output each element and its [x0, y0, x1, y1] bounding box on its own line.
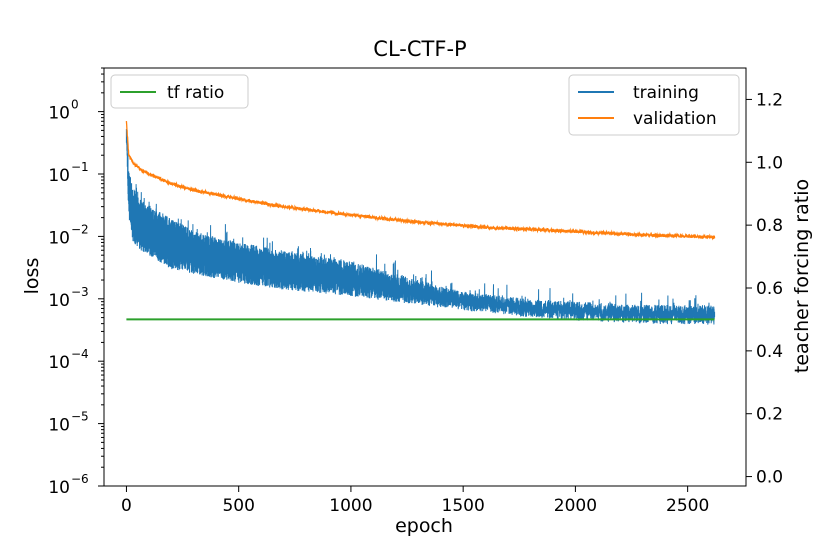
legend-label: tf ratio [167, 83, 224, 103]
y-tick-label: 10 [48, 291, 70, 311]
y2-axis-label: teacher forcing ratio [791, 179, 813, 373]
x-tick-label: 1500 [442, 496, 485, 516]
chart-title: CL-CTF-P [373, 37, 466, 61]
axes-frame [103, 67, 747, 487]
y-axis-label: loss [21, 258, 43, 295]
y2-tick-label: 0.6 [756, 279, 783, 299]
y2-tick-label: 1.0 [756, 153, 783, 173]
y-tick-exponent: 0 [71, 98, 79, 112]
y-tick-label: 10 [48, 353, 70, 373]
y-tick-exponent: −3 [71, 285, 89, 299]
series-line-validation [125, 121, 716, 241]
y-tick-exponent: −5 [71, 410, 89, 424]
y-tick-label: 10 [48, 166, 70, 186]
x-tick-label: 1000 [329, 496, 372, 516]
y2-tick-label: 0.2 [756, 405, 783, 425]
y-tick-label: 10 [48, 104, 70, 124]
y-tick-label: 10 [48, 416, 70, 436]
series-group [125, 121, 716, 325]
x-tick-label: 2000 [554, 496, 597, 516]
y-tick-exponent: −2 [71, 222, 89, 236]
legend-right-box [568, 74, 740, 136]
y2-tick-label: 1.2 [756, 90, 783, 110]
y-tick-label: 10 [48, 478, 70, 498]
y2-tick-label: 0.8 [756, 216, 783, 236]
y2-tick-label: 0.4 [756, 342, 783, 362]
series-line-training [125, 129, 716, 325]
x-axis-label: epoch [395, 515, 453, 537]
y-tick-label: 10 [48, 228, 70, 248]
legend-label: training [633, 83, 699, 103]
x-tick-label: 2500 [666, 496, 709, 516]
y2-tick-label: 0.0 [756, 468, 783, 488]
y-tick-exponent: −4 [71, 347, 89, 361]
y-tick-exponent: −1 [71, 160, 89, 174]
plot-area: 0 500 1000 1500 2000 250010−610−510−410−310−2… [48, 67, 783, 516]
x-tick-label: 500 [222, 496, 254, 516]
legend-left-box [110, 74, 249, 109]
y-tick-exponent: −6 [71, 472, 89, 486]
x-tick-label: 0 [121, 496, 132, 516]
legend-label: validation [633, 109, 717, 129]
